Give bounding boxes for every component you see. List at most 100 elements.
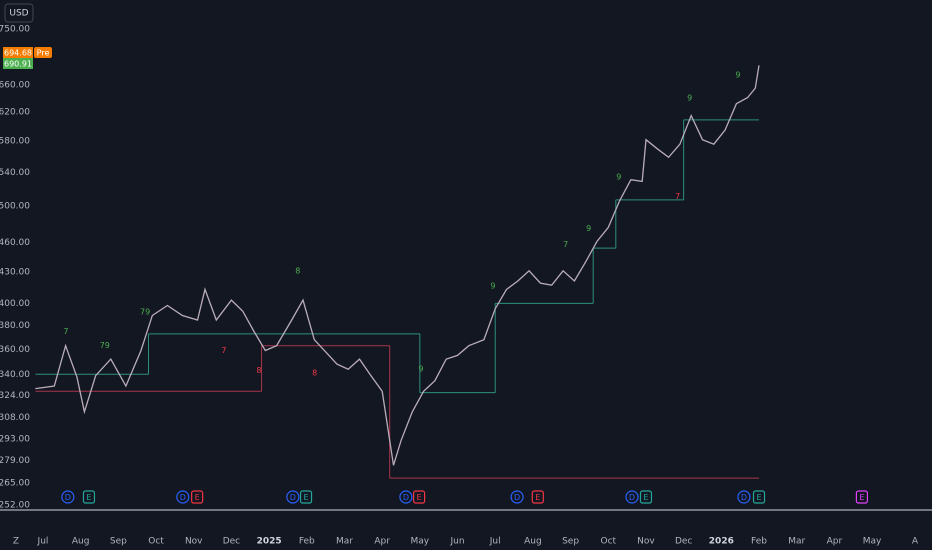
- x-tick-label: Nov: [185, 537, 203, 547]
- event-marker[interactable]: E: [639, 490, 653, 504]
- y-tick-label: 460.00: [0, 238, 30, 248]
- event-badge: [510, 490, 524, 504]
- x-tick-label: Apr: [374, 537, 390, 547]
- event-label: D: [514, 493, 520, 502]
- event-badge: [176, 490, 190, 504]
- price-tag: [3, 47, 33, 58]
- event-label: D: [403, 493, 409, 502]
- event-badge: [61, 490, 75, 504]
- event-label: E: [304, 493, 309, 502]
- currency-button[interactable]: [4, 3, 34, 23]
- event-label: E: [756, 493, 761, 502]
- toolbar-button[interactable]: A: [912, 537, 919, 547]
- x-tick-label: Mar: [788, 537, 805, 547]
- y-tick-label: 400.00: [0, 299, 30, 309]
- event-marker[interactable]: D: [625, 490, 639, 504]
- y-tick-label: 293.00: [0, 435, 30, 445]
- y-tick-label: 580.00: [0, 137, 30, 147]
- y-tick-label: 265.00: [0, 479, 30, 489]
- event-marker[interactable]: E: [531, 490, 544, 504]
- event-marker[interactable]: E: [82, 490, 96, 504]
- x-tick-label: Jul: [37, 537, 49, 547]
- price-tag-label: 694.68: [4, 49, 32, 58]
- y-tick-label: 324.00: [0, 391, 30, 401]
- event-marker[interactable]: D: [737, 490, 751, 504]
- price-tag-badge-label: Pre: [37, 49, 50, 58]
- price-tag: [3, 58, 33, 69]
- signal-label: 9: [490, 282, 495, 291]
- event-badge: [191, 490, 204, 504]
- event-badge: [299, 490, 313, 504]
- currency-label[interactable]: USD: [9, 9, 28, 19]
- x-tick-label: Oct: [600, 537, 616, 547]
- signal-label: 9: [586, 224, 591, 233]
- event-marker[interactable]: D: [510, 490, 524, 504]
- signal-label: 7: [563, 240, 568, 249]
- event-marker[interactable]: E: [412, 490, 426, 504]
- x-tick-label: Sep: [110, 537, 127, 547]
- event-badge: [82, 490, 96, 504]
- y-tick-label: 500.00: [0, 201, 30, 211]
- event-label: D: [629, 493, 635, 502]
- event-label: E: [86, 493, 91, 502]
- event-badge: [286, 490, 300, 504]
- toolbar-button[interactable]: Z: [13, 537, 19, 547]
- x-tick-label: 2026: [709, 537, 734, 547]
- signal-label: 9: [418, 365, 423, 374]
- signal-label: 7: [221, 346, 226, 355]
- y-tick-label: 279.00: [0, 456, 30, 466]
- y-tick-label: 620.00: [0, 108, 30, 118]
- event-marker[interactable]: E: [299, 490, 313, 504]
- x-tick-label: May: [863, 537, 882, 547]
- x-tick-label: Feb: [751, 537, 767, 547]
- event-marker[interactable]: D: [176, 490, 190, 504]
- time-axis: [0, 530, 932, 550]
- x-tick-label: May: [411, 537, 430, 547]
- event-label: D: [290, 493, 296, 502]
- y-tick-label: 380.00: [0, 321, 30, 331]
- y-tick-label: 540.00: [0, 168, 30, 178]
- event-label: D: [741, 493, 747, 502]
- signal-label: 9: [616, 173, 621, 182]
- x-tick-label: Sep: [562, 537, 579, 547]
- price-tag-label: 690.91: [4, 60, 32, 69]
- signal-label: 8: [295, 266, 300, 275]
- y-tick-label: 360.00: [0, 345, 30, 355]
- price-line: [35, 65, 760, 466]
- x-tick-label: Aug: [72, 537, 90, 547]
- event-label: E: [417, 493, 422, 502]
- signal-label: 7: [675, 192, 680, 201]
- x-tick-label: Jul: [489, 537, 501, 547]
- y-tick-label: 308.00: [0, 413, 30, 423]
- event-marker[interactable]: D: [61, 490, 75, 504]
- x-tick-label: Dec: [223, 537, 240, 547]
- event-badge: [737, 490, 751, 504]
- y-tick-label: 252.00: [0, 501, 30, 511]
- event-marker[interactable]: E: [855, 490, 869, 504]
- x-tick-label: Mar: [336, 537, 353, 547]
- x-tick-label: Nov: [637, 537, 655, 547]
- event-marker[interactable]: E: [752, 490, 766, 504]
- signal-label: 79: [100, 341, 110, 350]
- event-badge: [412, 490, 426, 504]
- y-tick-label: 430.00: [0, 267, 30, 277]
- event-badge: [752, 490, 766, 504]
- event-label: E: [859, 493, 864, 502]
- signal-label: 79: [140, 308, 150, 317]
- event-label: E: [535, 493, 540, 502]
- signal-label: 8: [256, 366, 261, 375]
- event-marker[interactable]: D: [286, 490, 300, 504]
- event-label: D: [65, 493, 71, 502]
- event-badge: [855, 490, 869, 504]
- event-marker[interactable]: E: [191, 490, 204, 504]
- x-tick-label: Aug: [524, 537, 542, 547]
- event-marker[interactable]: D: [399, 490, 413, 504]
- y-tick-label: 750.00: [0, 25, 30, 35]
- event-badge: [625, 490, 639, 504]
- x-tick-label: Oct: [148, 537, 164, 547]
- event-label: E: [195, 493, 200, 502]
- y-tick-label: 340.00: [0, 370, 30, 380]
- signal-label: 7: [63, 327, 68, 336]
- event-badge: [531, 490, 544, 504]
